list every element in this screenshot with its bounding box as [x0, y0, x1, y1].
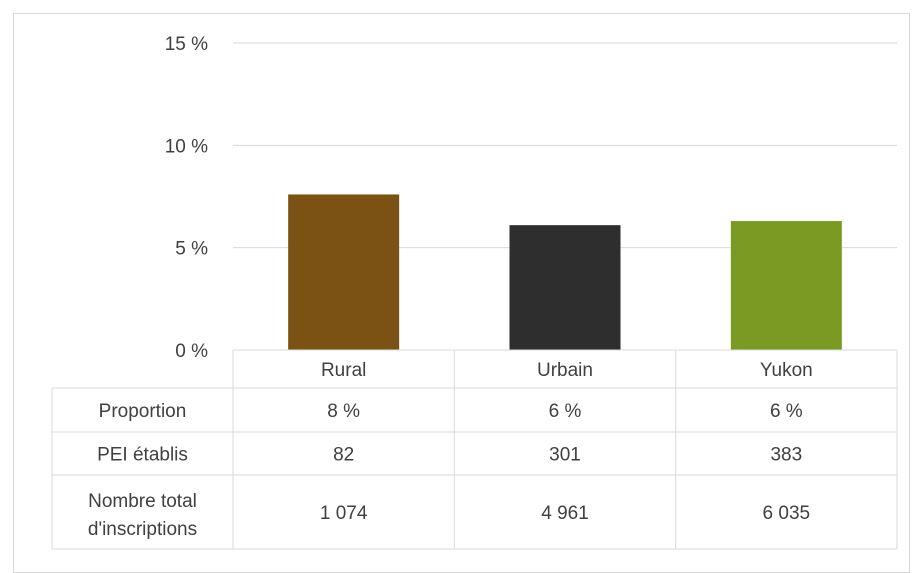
table-cell: 383	[770, 445, 802, 466]
bar-chart: 0 % 5 % 10 % 15 % Rural Urbain Yukon Proportio…	[51, 34, 898, 550]
table-cell: 8 %	[327, 401, 360, 422]
table-cell: 6 035	[763, 503, 811, 524]
y-tick-label: 10 %	[165, 136, 208, 157]
row-label: d'inscriptions	[88, 519, 197, 540]
table-cell: 6 %	[549, 401, 582, 422]
bar-yukon	[730, 221, 842, 350]
table-cell: 82	[333, 445, 354, 466]
bar-rural	[288, 194, 400, 350]
bar-urbain	[509, 225, 621, 350]
bars	[288, 194, 842, 350]
table-cell: 4 961	[541, 503, 589, 524]
category-label: Urbain	[537, 360, 593, 381]
row-label: PEI établis	[97, 445, 188, 466]
y-tick-label: 5 %	[175, 239, 208, 260]
y-axis: 0 % 5 % 10 % 15 %	[165, 34, 208, 362]
y-tick-label: 0 %	[175, 341, 208, 362]
category-label: Rural	[321, 360, 366, 381]
data-table: Rural Urbain Yukon Proportion 8 % 6 % 6 % PEI é…	[51, 349, 898, 550]
row-label: Proportion	[99, 401, 187, 422]
y-tick-label: 15 %	[165, 34, 208, 55]
row-label: Nombre total	[88, 491, 197, 512]
table-cell: 1 074	[320, 503, 368, 524]
table-cell: 301	[549, 445, 581, 466]
category-label: Yukon	[760, 360, 813, 381]
table-cell: 6 %	[770, 401, 803, 422]
